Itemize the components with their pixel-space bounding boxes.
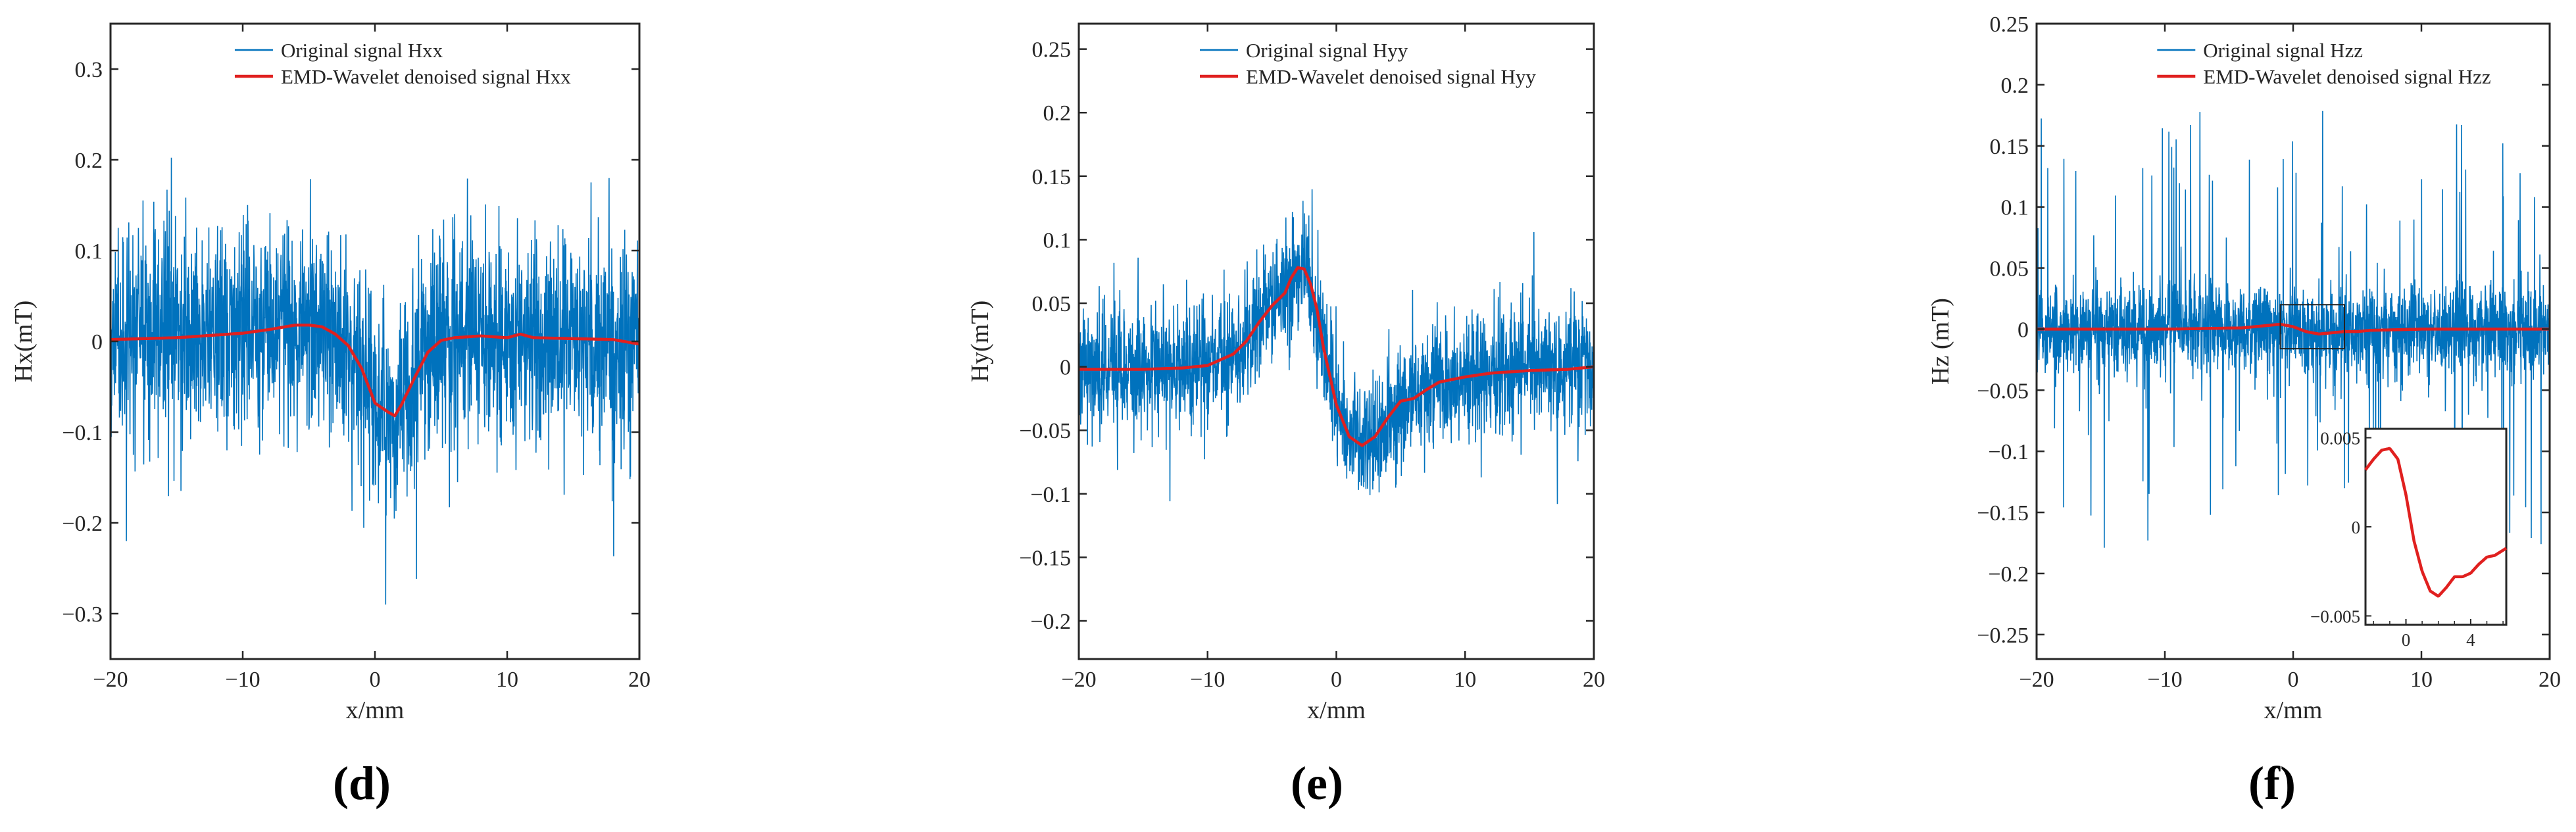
y-axis-label: Hz (mT)	[1927, 298, 1954, 385]
panel-label: (d)	[333, 757, 391, 810]
y-tick-label: −0.1	[1988, 440, 2029, 464]
x-tick-label: −20	[93, 668, 128, 692]
x-axis-label: x/mm	[1307, 697, 1366, 724]
x-tick-label: 0	[1331, 668, 1342, 692]
legend-label-denoised: EMD-Wavelet denoised signal Hxx	[281, 65, 571, 88]
y-tick-label: 0.05	[1032, 292, 1072, 316]
y-tick-label: 0.2	[1043, 101, 1072, 126]
x-tick-label: −20	[2019, 668, 2054, 692]
x-tick-label: −10	[225, 668, 260, 692]
x-tick-label: 20	[1583, 668, 1605, 692]
series-original-line	[1079, 189, 1594, 504]
legend-label-original: Original signal Hxx	[281, 39, 443, 62]
x-tick-label: 10	[496, 668, 518, 692]
legend-label-denoised: EMD-Wavelet denoised signal Hzz	[2203, 65, 2490, 88]
zoom-box	[2279, 304, 2345, 350]
series-denoised-line	[2037, 322, 2550, 336]
chart-panel-d: −20 −10 0 10 20 −0.3 −0.2 −0.1 0 0.1 0.2 0.3 x/mm Hx(…	[10, 22, 651, 810]
series-original-line	[111, 157, 639, 605]
inset-y-tick-label: −0.005	[2310, 606, 2360, 626]
y-tick-label: 0.15	[1990, 135, 2029, 159]
x-tick-label: −10	[1190, 668, 1225, 692]
inset-chart: 0 4 −0.005 0 0.005	[2310, 428, 2508, 650]
inset-x-tick-label: 4	[2466, 630, 2475, 650]
panel-label: (e)	[1291, 757, 1343, 810]
x-tick-label: 0	[370, 668, 381, 692]
y-tick-label: 0.1	[2001, 196, 2029, 220]
y-tick-label: 0	[2018, 318, 2029, 342]
x-tick-label: 20	[628, 668, 651, 692]
y-tick-label: 0.05	[1990, 257, 2029, 281]
legend-label-original: Original signal Hzz	[2203, 39, 2363, 62]
y-tick-label: −0.05	[1977, 379, 2029, 403]
y-tick-label: 0	[1060, 356, 1071, 380]
legend-label-original: Original signal Hyy	[1246, 39, 1408, 62]
x-tick-label: 20	[2539, 668, 2561, 692]
y-tick-label: 0.15	[1032, 165, 1072, 189]
y-tick-label: 0.2	[2001, 74, 2029, 98]
y-tick-label: 0.2	[75, 149, 103, 173]
x-axis-label: x/mm	[346, 697, 405, 724]
legend: Original signal Hyy EMD-Wavelet denoised …	[1200, 39, 1536, 88]
chart-panel-f: −20 −10 0 10 20 −0.25 −0.2 −0.15 −0.1 −0.05 0 0.05 0…	[1927, 12, 2561, 810]
y-tick-label: 0.25	[1990, 12, 2029, 37]
y-tick-label: −0.2	[1030, 610, 1071, 634]
y-axis-label: Hx(mT)	[10, 301, 37, 383]
y-tick-label: 0.1	[75, 239, 103, 264]
legend: Original signal Hzz EMD-Wavelet denoised …	[2157, 39, 2491, 88]
y-tick-label: −0.15	[1019, 546, 1071, 570]
series-denoised-line	[1079, 266, 1594, 447]
y-axis-label: Hy(mT)	[966, 301, 994, 383]
inset-y-tick-label: 0	[2352, 518, 2361, 537]
series-denoised-line	[111, 323, 639, 418]
x-axis-label: x/mm	[2264, 697, 2323, 724]
chart-panel-e: −20 −10 0 10 20 −0.2 −0.15 −0.1 −0.05 0 0.05 0.1 0.1…	[966, 22, 1605, 810]
x-tick-label: 10	[2410, 668, 2433, 692]
series-original-line	[2037, 110, 2550, 548]
x-tick-label: −20	[1061, 668, 1096, 692]
y-tick-label: −0.15	[1977, 501, 2029, 526]
legend: Original signal Hxx EMD-Wavelet denoised …	[234, 39, 571, 88]
inset-y-tick-label: 0.005	[2320, 429, 2360, 449]
y-tick-label: −0.2	[62, 512, 103, 536]
y-tick-label: −0.3	[62, 602, 103, 627]
y-tick-label: 0.25	[1032, 38, 1072, 62]
legend-label-denoised: EMD-Wavelet denoised signal Hyy	[1246, 65, 1536, 88]
y-tick-label: 0	[91, 330, 103, 355]
y-tick-label: −0.2	[1988, 562, 2029, 587]
y-tick-label: 0.3	[75, 58, 103, 82]
inset-x-tick-label: 0	[2402, 630, 2411, 650]
panel-label: (f)	[2248, 757, 2296, 810]
y-tick-label: −0.05	[1019, 419, 1071, 443]
x-tick-label: 0	[2288, 668, 2299, 692]
y-tick-label: −0.1	[62, 421, 103, 445]
y-tick-label: −0.25	[1977, 624, 2029, 648]
y-tick-label: −0.1	[1030, 483, 1071, 507]
x-tick-label: −10	[2147, 668, 2182, 692]
inset-denoised-line	[2364, 447, 2508, 598]
y-tick-label: 0.1	[1043, 228, 1072, 253]
x-tick-label: 10	[1454, 668, 1476, 692]
